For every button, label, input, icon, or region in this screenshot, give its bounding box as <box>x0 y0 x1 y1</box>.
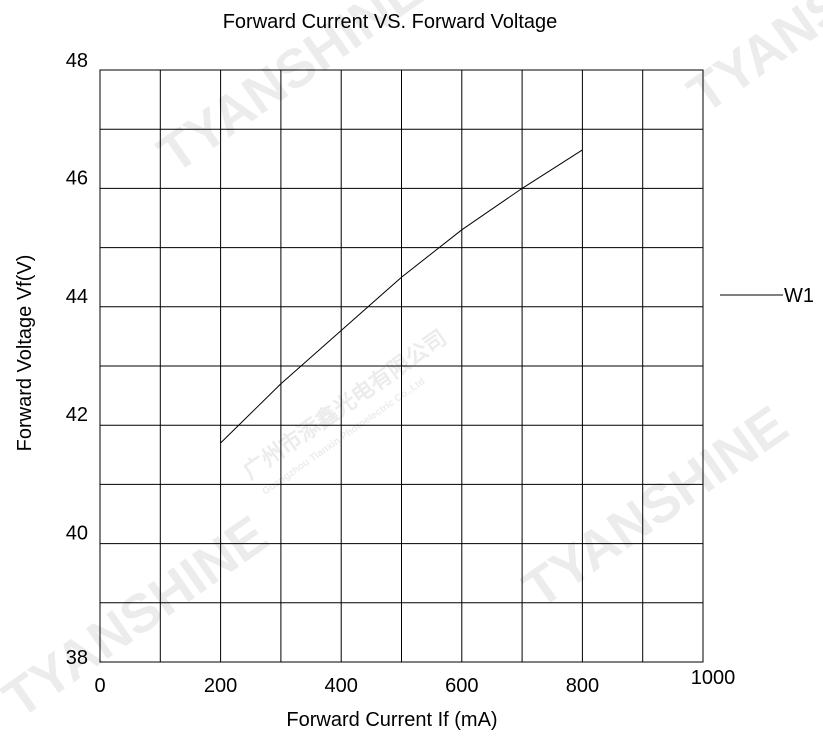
x-tick-label: 600 <box>445 675 478 697</box>
y-tick-label: 42 <box>66 404 88 426</box>
series-layer <box>220 149 583 444</box>
watermark-company-cn: 广州市添鑫光电有限公司 <box>239 325 452 484</box>
x-tick-label: 800 <box>566 675 599 697</box>
x-tick-label: 1000 <box>691 667 736 689</box>
legend-label-w1: W1 <box>784 285 814 307</box>
y-tick-label: 46 <box>66 167 88 189</box>
y-tick-label: 40 <box>66 523 88 545</box>
x-tick-label: 0 <box>94 675 105 697</box>
y-tick-label: 44 <box>66 286 88 308</box>
y-tick-labels: 38 40 42 44 46 48 <box>66 50 88 669</box>
series-line-w1 <box>220 149 583 444</box>
x-axis-label: Forward Current If (mA) <box>286 709 497 731</box>
y-axis-label: Forward Voltage Vf(V) <box>14 255 36 452</box>
x-tick-labels: 0 200 400 600 800 1000 <box>94 667 735 697</box>
x-tick-label: 200 <box>204 675 237 697</box>
watermark-brand-4: TYANSHINE <box>677 0 823 125</box>
y-tick-label: 38 <box>66 647 88 669</box>
plot-frame <box>99 69 704 663</box>
x-tick-label: 400 <box>325 675 358 697</box>
y-tick-label: 48 <box>66 50 88 72</box>
watermark-brand-2: TYANSHINE <box>512 395 798 620</box>
chart-title: Forward Current VS. Forward Voltage <box>223 11 558 33</box>
legend: W1 <box>720 285 814 307</box>
